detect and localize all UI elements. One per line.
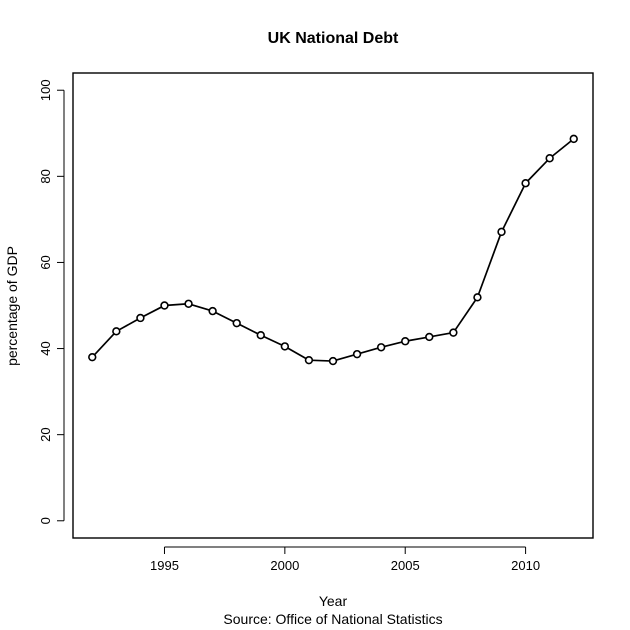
x-tick-label: 2010: [511, 558, 540, 573]
series-line-segment: [93, 333, 115, 356]
series-line-segment: [477, 234, 502, 295]
data-point: [401, 337, 410, 346]
data-point: [569, 134, 578, 144]
series-line-segment: [454, 299, 477, 331]
series-line-segment: [191, 303, 210, 311]
series-line-segment: [118, 318, 138, 331]
series-line-segment: [239, 323, 259, 335]
y-tick-label: 60: [38, 255, 53, 269]
data-point: [112, 327, 121, 336]
series-line-segment: [527, 160, 548, 182]
chart-title: UK National Debt: [268, 30, 399, 47]
data-point: [232, 318, 241, 328]
data-point: [304, 355, 314, 365]
series-line-segment: [336, 354, 355, 361]
series-line-segment: [384, 341, 403, 348]
series-line-segment: [360, 347, 379, 355]
y-tick-label: 40: [38, 341, 53, 355]
data-point: [184, 299, 193, 308]
x-tick-label: 1995: [150, 558, 179, 573]
source-caption: Source: Office of National Statistics: [223, 611, 442, 627]
data-point: [376, 343, 386, 352]
data-point: [88, 352, 97, 362]
series-line-segment: [551, 140, 572, 157]
y-tick-label: 80: [38, 169, 53, 183]
data-point: [256, 331, 265, 340]
x-tick-label: 2005: [391, 558, 420, 573]
data-point: [449, 328, 458, 337]
data-point: [425, 332, 434, 342]
data-point: [497, 227, 506, 237]
series-line-segment: [263, 335, 283, 346]
data-point: [352, 349, 362, 359]
series-line-segment: [502, 185, 525, 230]
series-line-segment: [167, 303, 186, 307]
series-line-segment: [312, 359, 330, 362]
data-series: [88, 134, 578, 366]
y-tick-label: 0: [38, 517, 53, 524]
series-line-segment: [143, 306, 162, 318]
data-point: [208, 306, 217, 316]
y-tick-label: 20: [38, 427, 53, 441]
series-line-segment: [287, 347, 307, 360]
series-line-segment: [215, 311, 235, 323]
data-point: [521, 179, 530, 188]
y-axis-label: percentage of GDP: [4, 246, 20, 366]
series-line-segment: [408, 336, 427, 342]
data-point: [160, 301, 169, 310]
plot-area-frame: [72, 72, 594, 539]
data-point: [545, 154, 554, 163]
x-axis-label: Year: [319, 593, 348, 609]
y-axis: 0 20 40 60 80 100: [38, 79, 65, 524]
y-tick-label: 100: [38, 79, 53, 101]
x-axis: 1995 2000 2005 2010: [150, 546, 540, 573]
data-point: [280, 342, 290, 351]
series-line-segment: [432, 332, 451, 338]
data-point: [136, 313, 145, 323]
x-tick-label: 2000: [270, 558, 299, 573]
data-point: [473, 293, 482, 302]
data-point: [328, 356, 338, 366]
